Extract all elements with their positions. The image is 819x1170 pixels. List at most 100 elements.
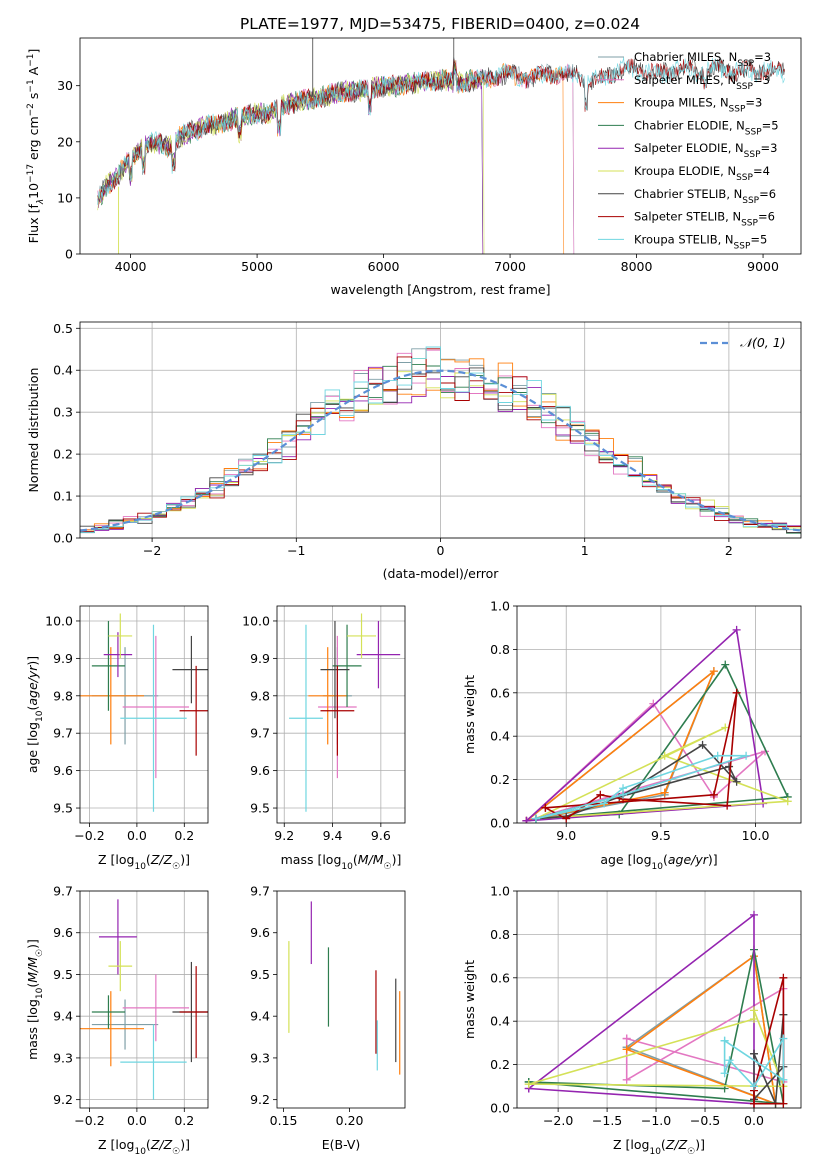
weight_vs_Z-plot-area bbox=[524, 910, 788, 1108]
mass_vs_ebv-ticks: 0.15 0.20 9.2 9.3 9.4 9.5 9.6 9.7 bbox=[250, 884, 363, 1129]
plus-marker bbox=[721, 660, 730, 669]
x-tick-label: 1 bbox=[581, 543, 589, 558]
y-tick-label: 9.7 bbox=[250, 884, 270, 899]
y-tick-label: 0.3 bbox=[53, 405, 73, 420]
legend-label: Chabrier STELIB, NSSP=6 bbox=[634, 187, 776, 206]
plus-marker bbox=[732, 625, 741, 634]
plus-marker bbox=[749, 1082, 758, 1091]
y-tick-label: 0.1 bbox=[53, 489, 73, 504]
spectrum-ticks: 4000 5000 6000 7000 8000 9000 0 10 20 30 bbox=[57, 78, 779, 274]
x-tick-label: 0.0 bbox=[127, 828, 147, 843]
plus-marker bbox=[600, 799, 609, 808]
plus-marker bbox=[713, 751, 722, 760]
weight-series-line bbox=[525, 702, 766, 822]
plus-marker bbox=[732, 688, 741, 697]
residuals-legend: 𝒩(0, 1) bbox=[700, 335, 786, 350]
y-tick-label: 9.9 bbox=[53, 651, 73, 666]
y-tick-label: 0.0 bbox=[490, 816, 510, 831]
x-tick-label: 9.6 bbox=[371, 828, 391, 843]
y-tick-label: 30 bbox=[57, 78, 73, 93]
y-tick-label: 1.0 bbox=[490, 599, 510, 614]
y-tick-label: 0.4 bbox=[53, 363, 73, 378]
legend-label: Kroupa STELIB, NSSP=5 bbox=[634, 232, 767, 251]
plus-marker bbox=[709, 667, 718, 676]
mass_vs_ebv-frame bbox=[276, 890, 406, 1109]
plus-marker bbox=[622, 1075, 631, 1084]
weight_vs_age-plot-area bbox=[522, 625, 792, 823]
plus-marker bbox=[619, 790, 628, 799]
mass_vs_Z-axes: −0.2 0.0 0.2 9.2 9.3 9.4 9.5 9.6 9.7 Z [log10(Z/Z… bbox=[25, 884, 209, 1157]
error-bar-point bbox=[98, 899, 137, 975]
y-tick-label: 1.0 bbox=[490, 884, 510, 899]
x-tick-label: 7000 bbox=[494, 259, 526, 274]
y-tick-label: 0.6 bbox=[490, 685, 510, 700]
y-tick-label: 0.4 bbox=[490, 1014, 510, 1029]
normal-curve bbox=[80, 369, 801, 532]
plus-marker bbox=[749, 910, 758, 919]
plus-marker bbox=[721, 723, 730, 732]
y-tick-label: 10.0 bbox=[242, 613, 270, 628]
weight_vs_Z-ticks: −2.0 −1.5 −1.0 −0.5 0.0 0.0 0.2 0.4 0.6 0.8 1.0 bbox=[490, 884, 764, 1129]
plus-marker bbox=[779, 1099, 788, 1108]
y-tick-label: 0.8 bbox=[490, 642, 510, 657]
y-tick-label: 0.8 bbox=[490, 927, 510, 942]
error-bar-point bbox=[179, 966, 208, 1058]
x-tick-label: 10.0 bbox=[742, 828, 770, 843]
y-tick-label: 0.4 bbox=[490, 729, 510, 744]
y-tick-label: 9.8 bbox=[250, 688, 270, 703]
error-bar-point bbox=[120, 1024, 187, 1100]
x-tick-label: 0.2 bbox=[174, 828, 194, 843]
plus-marker bbox=[779, 1075, 788, 1084]
residuals-frame bbox=[79, 321, 802, 539]
x-tick-label: −1.0 bbox=[641, 1113, 671, 1128]
plus-marker bbox=[522, 816, 531, 823]
x-tick-label: −1 bbox=[287, 543, 305, 558]
x-tick-label: 2 bbox=[725, 543, 733, 558]
y-tick-label: 9.3 bbox=[250, 1050, 270, 1065]
y-tick-label: 9.5 bbox=[250, 967, 270, 982]
plus-marker bbox=[732, 777, 741, 786]
mass_vs_Z-grid bbox=[80, 890, 208, 1108]
plus-marker bbox=[660, 751, 669, 760]
age_vs_mass-frame bbox=[276, 605, 406, 824]
error-bar-point bbox=[179, 665, 208, 756]
weight-series-line bbox=[626, 955, 777, 1105]
y-tick-label: 0.0 bbox=[490, 1101, 510, 1116]
spectrum-y-label: Flux [fλ10−17 erg cm−2 s−1 A−1] bbox=[26, 49, 46, 244]
x-tick-label: 0.2 bbox=[174, 1113, 194, 1128]
plus-marker bbox=[698, 740, 707, 749]
weight-series-line bbox=[528, 914, 755, 1105]
residuals-axes: −2 −1 0 1 2 0.0 0.1 0.2 0.3 0.4 0.5 𝒩(0, 1) (data-mo… bbox=[26, 321, 802, 581]
x-tick-label: −0.2 bbox=[74, 1113, 104, 1128]
spectrum-frame bbox=[79, 37, 802, 255]
spectrum-series-line bbox=[97, 60, 575, 254]
plus-marker bbox=[749, 1099, 758, 1108]
error-bar-point bbox=[347, 613, 377, 659]
age_vs_Z-plot-area bbox=[80, 613, 208, 812]
error-bar-point bbox=[108, 941, 133, 992]
x-tick-label: −0.5 bbox=[690, 1113, 720, 1128]
x-tick-label: 9.2 bbox=[274, 828, 294, 843]
error-bar-point bbox=[80, 991, 144, 1067]
plus-marker bbox=[749, 1006, 758, 1015]
plus-marker bbox=[622, 1034, 631, 1043]
error-bar-point bbox=[172, 635, 208, 704]
x-tick-label: 9.0 bbox=[556, 828, 576, 843]
x-tick-label: 8000 bbox=[621, 259, 653, 274]
y-tick-label: 9.2 bbox=[53, 1092, 73, 1107]
plus-marker bbox=[531, 814, 540, 823]
weight_vs_age-y-label: mass weight bbox=[462, 675, 477, 754]
y-tick-label: 9.5 bbox=[53, 967, 73, 982]
spectrum-series-line bbox=[97, 60, 485, 254]
y-tick-label: 0.2 bbox=[490, 1057, 510, 1072]
weight-series-line bbox=[626, 955, 777, 1105]
weight_vs_age-ticks: 9.0 9.5 10.0 0.0 0.2 0.4 0.6 0.8 1.0 bbox=[490, 599, 769, 844]
y-tick-label: 9.6 bbox=[250, 763, 270, 778]
age_vs_Z-x-label: Z [log10(Z/Z☉)] bbox=[98, 852, 190, 872]
age_vs_Z-frame bbox=[79, 605, 209, 824]
x-tick-label: 9.5 bbox=[651, 828, 671, 843]
y-tick-label: 0.6 bbox=[490, 970, 510, 985]
y-tick-label: 9.8 bbox=[53, 688, 73, 703]
x-tick-label: 0.0 bbox=[127, 1113, 147, 1128]
